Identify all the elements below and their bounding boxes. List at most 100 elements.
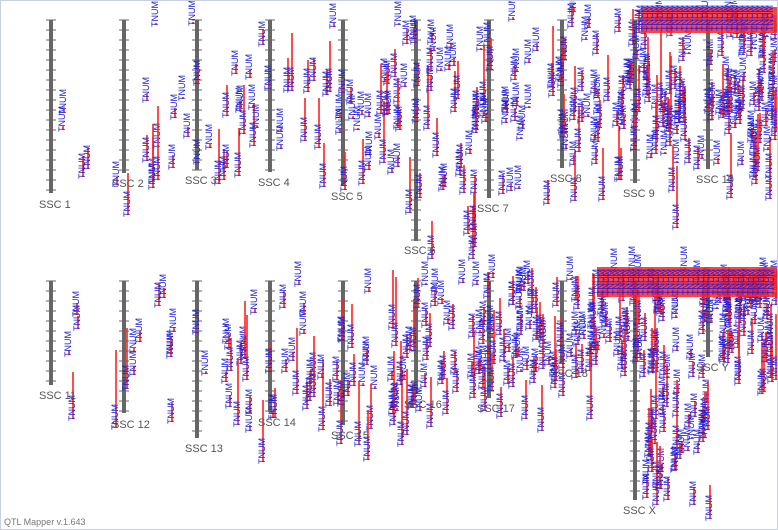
qtl-label-sscy: TNUM <box>758 368 768 394</box>
chromosome-label-sscy: SSC Y <box>696 362 729 374</box>
qtl-label-dense: TNUM <box>715 5 725 31</box>
qtl-label-ssc17: TNUM <box>503 328 513 354</box>
qtl-label-ssc17: TNUM <box>515 266 525 292</box>
chromosome-label-ssc7: SSC 7 <box>477 203 509 215</box>
qtl-label-ssc10: TNUM <box>766 96 776 122</box>
qtl-label-ssc1: TNUM <box>82 145 92 171</box>
qtl-label-ssc2: TNUM <box>147 158 157 184</box>
qtl-label-ssc17: TNUM <box>512 332 522 358</box>
qtl-label-ssc10: TNUM <box>767 53 777 79</box>
qtl-label-ssc15: TNUM <box>412 284 422 310</box>
qtl-label-ssc12: TNUM <box>165 330 175 356</box>
qtl-label-ssc18: TNUM <box>570 354 580 380</box>
qtl-label-ssc5: TNUM <box>393 1 403 27</box>
qtl-label-sscx: TNUM <box>671 327 681 353</box>
qtl-label-ssc9: TNUM <box>659 88 669 114</box>
qtl-label-ssc9: TNUM <box>692 145 702 171</box>
qtl-label-ssc4: TNUM <box>339 166 349 192</box>
qtl-label-ssc9: TNUM <box>696 135 706 161</box>
qtl-label-ssc17: TNUM <box>515 348 525 374</box>
qtl-label-ssc8: TNUM <box>633 88 643 114</box>
qtl-label-sscx: TNUM <box>685 334 695 360</box>
qtl-label-ssc9: TNUM <box>706 96 716 122</box>
qtl-label-ssc17: TNUM <box>522 260 532 286</box>
qtl-label-ssc16: TNUM <box>447 305 457 331</box>
qtl-label-ssc3: TNUM <box>235 85 245 111</box>
qtl-label-dense: TNUM <box>751 269 761 295</box>
qtl-label-ssc10: TNUM <box>760 102 770 128</box>
qtl-label-ssc15: TNUM <box>391 387 401 413</box>
qtl-label-ssc7: TNUM <box>523 39 533 65</box>
qtl-label-ssc17: TNUM <box>543 341 553 367</box>
qtl-label-ssc10: TNUM <box>745 32 755 58</box>
qtl-label-sscx: TNUM <box>649 329 659 355</box>
qtl-label-ssc18: TNUM <box>598 314 608 340</box>
qtl-label-ssc18: TNUM <box>572 321 582 347</box>
qtl-label-ssc2: TNUM <box>182 113 192 139</box>
qtl-label-ssc18: TNUM <box>633 300 643 326</box>
qtl-label-ssc8: TNUM <box>576 67 586 93</box>
qtl-label-ssc2: TNUM <box>141 77 151 103</box>
qtl-label-sscy: TNUM <box>738 292 748 318</box>
qtl-label-ssc10: TNUM <box>749 25 759 51</box>
qtl-label-ssc10: TNUM <box>736 87 746 113</box>
qtl-label-ssc8: TNUM <box>616 91 626 117</box>
qtl-label-ssc18: TNUM <box>588 302 598 328</box>
qtl-label-ssc7: TNUM <box>507 1 517 22</box>
qtl-label-ssc13: TNUM <box>223 324 233 350</box>
qtl-label-ssc15: TNUM <box>408 327 418 353</box>
qtl-label-ssc18: TNUM <box>627 246 637 272</box>
qtl-label-ssc7: TNUM <box>554 56 564 82</box>
qtl-label-dense: TNUM <box>725 5 735 31</box>
qtl-label-ssc15: TNUM <box>390 382 400 408</box>
qtl-label-ssc10: TNUM <box>722 88 732 114</box>
qtl-label-ssc6: TNUM <box>449 88 459 114</box>
qtl-label-dense: TNUM <box>740 5 750 31</box>
qtl-label-dense: TNUM <box>681 269 691 295</box>
qtl-label-ssc14: TNUM <box>331 356 341 382</box>
qtl-label-ssc2: TNUM <box>150 1 160 27</box>
qtl-label-ssc9: TNUM <box>664 122 674 148</box>
qtl-label-ssc17: TNUM <box>549 364 559 390</box>
qtl-label-sscy: TNUM <box>749 300 759 326</box>
qtl-label-ssc18: TNUM <box>619 352 629 378</box>
qtl-label-sscx: TNUM <box>646 408 656 434</box>
qtl-label-ssc7: TNUM <box>500 86 510 112</box>
qtl-label-ssc9: TNUM <box>677 78 687 104</box>
chromosome-label-ssc3: SSC 3 <box>185 175 217 187</box>
qtl-label-ssc18: TNUM <box>578 315 588 341</box>
qtl-label-ssc4: TNUM <box>308 57 318 83</box>
qtl-label-dense: TNUM <box>680 5 690 31</box>
qtl-label-ssc6: TNUM <box>485 46 495 72</box>
qtl-label-ssc8: TNUM <box>611 102 621 128</box>
qtl-label-ssc7: TNUM <box>511 48 521 74</box>
qtl-label-ssc7: TNUM <box>505 167 515 193</box>
qtl-label-ssc8: TNUM <box>618 105 628 131</box>
qtl-label-ssc1: TNUM <box>77 153 87 179</box>
qtl-label-ssc5: TNUM <box>375 90 385 116</box>
qtl-label-ssc17: TNUM <box>520 395 530 421</box>
qtl-label-ssc18: TNUM <box>570 276 580 302</box>
qtl-label-ssc14: TNUM <box>316 354 326 380</box>
qtl-label-ssc6: TNUM <box>425 67 435 93</box>
qtl-label-ssc9: TNUM <box>678 98 688 124</box>
qtl-label-ssc8: TNUM <box>589 116 599 142</box>
qtl-label-ssc16: TNUM <box>488 340 498 366</box>
qtl-label-ssc17: TNUM <box>515 311 525 337</box>
qtl-label-ssc3: TNUM <box>230 50 240 76</box>
qtl-label-ssc9: TNUM <box>705 41 715 67</box>
qtl-label-sscx: TNUM <box>644 422 654 448</box>
qtl-label-ssc17: TNUM <box>530 289 540 315</box>
qtl-label-sscx: TNUM <box>650 395 660 421</box>
qtl-label-ssc7: TNUM <box>558 113 568 139</box>
qtl-label-ssc16: TNUM <box>474 346 484 372</box>
qtl-label-sscx: TNUM <box>654 465 664 491</box>
qtl-label-ssc10: TNUM <box>738 29 748 55</box>
qtl-label-ssc13: TNUM <box>241 356 251 382</box>
qtl-label-ssc14: TNUM <box>317 406 327 432</box>
chromosome-label-ssc16: SSC 16 <box>404 399 442 411</box>
qtl-label-ssc18: TNUM <box>565 256 575 282</box>
qtl-label-ssc9: TNUM <box>664 70 674 96</box>
qtl-label-ssc13: TNUM <box>269 394 279 420</box>
qtl-label-ssc16: TNUM <box>424 323 434 349</box>
